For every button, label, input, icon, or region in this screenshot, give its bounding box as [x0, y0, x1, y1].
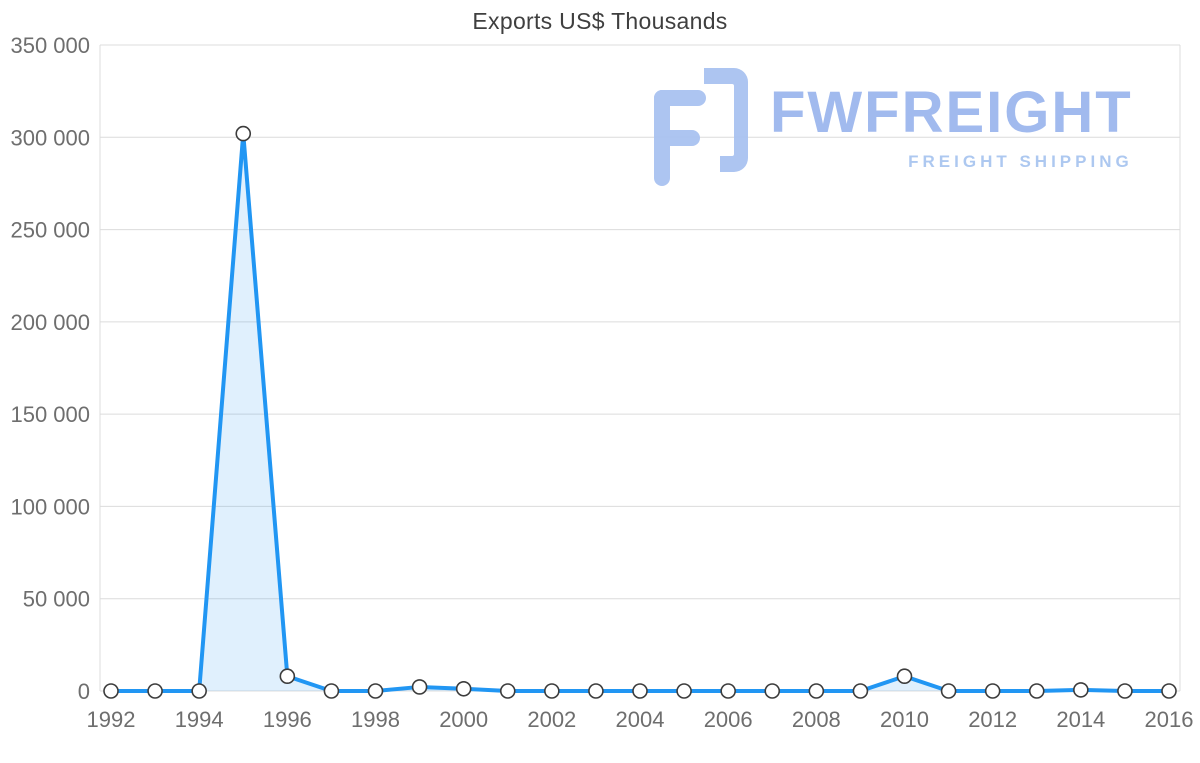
data-point-marker[interactable] — [235, 125, 252, 142]
data-point-marker[interactable] — [103, 683, 119, 699]
y-axis-tick-label: 350 000 — [10, 33, 90, 58]
data-point-marker[interactable] — [940, 683, 957, 699]
y-axis-tick-label: 0 — [78, 679, 90, 704]
y-axis-tick-label: 50 000 — [23, 587, 90, 612]
data-point-marker[interactable] — [720, 683, 736, 699]
data-point-marker[interactable] — [1161, 683, 1177, 699]
y-axis-tick-label: 150 000 — [10, 402, 90, 427]
series-area-fill — [111, 133, 1169, 691]
data-point-marker[interactable] — [147, 683, 163, 699]
data-point-marker[interactable] — [808, 683, 825, 699]
data-point-marker[interactable] — [764, 683, 781, 699]
y-axis-tick-label: 250 000 — [10, 218, 90, 243]
x-axis-tick-label: 1992 — [87, 707, 136, 732]
data-point-marker[interactable] — [1028, 683, 1045, 699]
data-point-marker[interactable] — [852, 683, 869, 699]
data-point-marker[interactable] — [279, 668, 296, 685]
data-point-marker[interactable] — [632, 683, 648, 699]
x-axis-tick-label: 2006 — [704, 707, 753, 732]
y-axis-tick-label: 300 000 — [10, 125, 90, 150]
data-point-marker[interactable] — [455, 680, 472, 697]
data-point-marker[interactable] — [896, 668, 913, 685]
x-axis-tick-label: 1998 — [351, 707, 400, 732]
x-axis-tick-label: 2004 — [616, 707, 665, 732]
data-point-marker[interactable] — [984, 683, 1001, 699]
data-point-marker[interactable] — [1117, 683, 1133, 699]
x-axis-tick-label: 2008 — [792, 707, 841, 732]
data-point-marker[interactable] — [588, 683, 604, 699]
x-axis-tick-label: 2000 — [439, 707, 488, 732]
data-point-marker[interactable] — [191, 683, 207, 699]
x-axis-tick-label: 1996 — [263, 707, 312, 732]
data-point-marker[interactable] — [1073, 682, 1089, 698]
x-axis-tick-label: 2002 — [527, 707, 576, 732]
x-axis-tick-label: 2014 — [1056, 707, 1105, 732]
chart-title: Exports US$ Thousands — [472, 8, 728, 34]
x-axis-tick-label: 2012 — [968, 707, 1017, 732]
data-point-marker[interactable] — [323, 683, 340, 699]
data-point-marker[interactable] — [367, 683, 384, 699]
data-point-marker[interactable] — [544, 683, 560, 699]
x-axis-tick-label: 2010 — [880, 707, 929, 732]
data-point-marker[interactable] — [676, 683, 692, 699]
x-axis-tick-label: 2016 — [1145, 707, 1194, 732]
data-point-marker[interactable] — [499, 683, 516, 699]
y-axis-tick-label: 200 000 — [10, 310, 90, 335]
data-point-marker[interactable] — [411, 679, 428, 695]
y-axis-tick-label: 100 000 — [10, 494, 90, 519]
x-axis-tick-label: 1994 — [175, 707, 224, 732]
